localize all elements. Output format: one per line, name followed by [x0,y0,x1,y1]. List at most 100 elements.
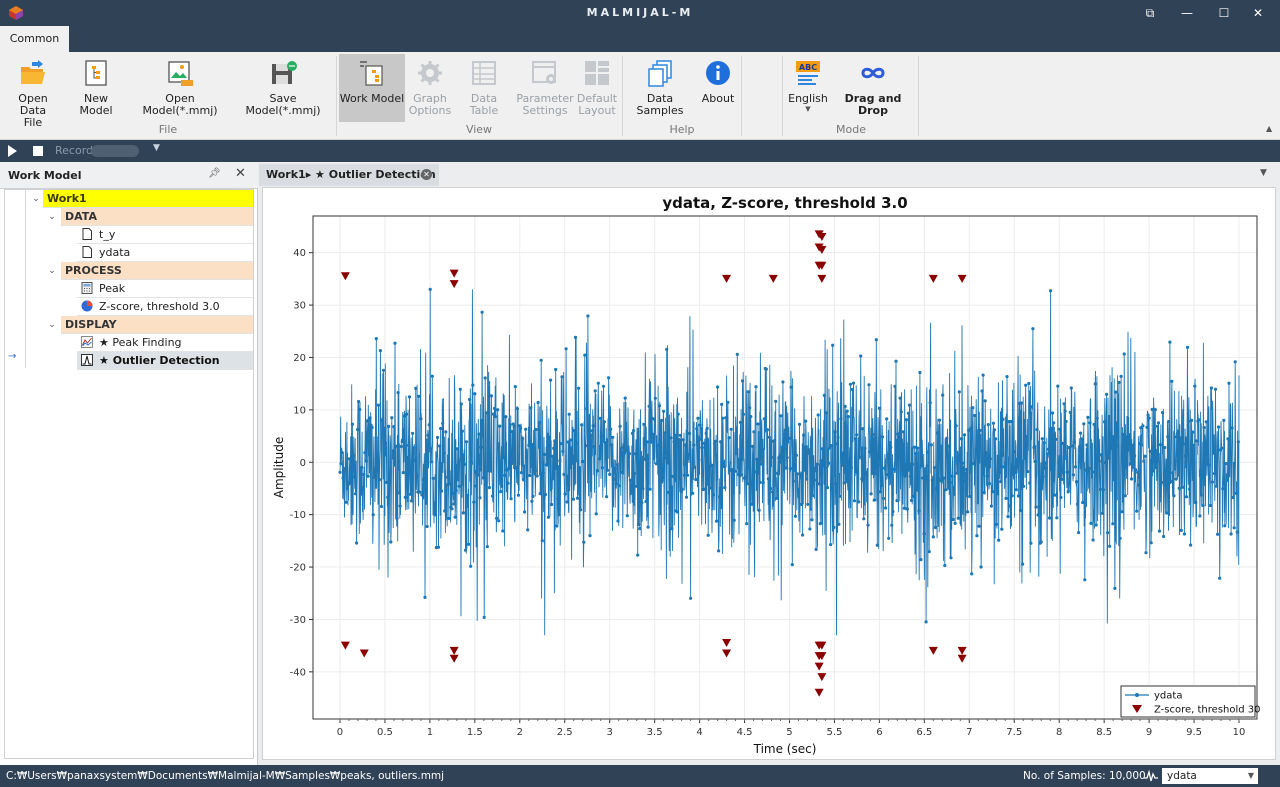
language-button[interactable]: ABC English ▼ [786,54,830,122]
minimize-button[interactable]: — [1181,6,1193,20]
ydata-point [1027,381,1031,386]
tree-item[interactable]: Z-score, threshold 3.0 [5,298,255,316]
ydata-point [352,475,357,479]
record-options-chevron-icon[interactable]: ▼ [153,143,160,153]
ydata-point [1003,464,1007,468]
data-table-button[interactable]: Data Table [455,54,513,122]
tree-section-process[interactable]: ⌄ PROCESS [5,262,255,280]
tree-section-data[interactable]: ⌄ DATA [5,208,255,226]
ydata-point [420,493,424,497]
chevron-down-icon[interactable]: ⌄ [48,320,56,330]
tree-item-cell[interactable]: ★ Peak Finding [77,334,253,352]
ydata-point [913,445,917,449]
ydata-point [1230,426,1234,430]
ydata-point [815,462,819,466]
tree-item[interactable]: t_y [5,226,255,244]
ydata-point [1146,413,1150,417]
ydata-point [366,474,370,478]
ydata-point [467,542,471,546]
ydata-point [423,595,427,599]
tree-section-label[interactable]: DISPLAY [61,316,253,334]
tree-section-label[interactable]: PROCESS [61,262,253,280]
ydata-point [340,450,344,455]
ydata-point [1024,383,1028,387]
tab-close-icon[interactable]: ✕ [421,169,432,180]
ydata-point [967,428,971,432]
tree-section-display[interactable]: ⌄ DISPLAY [5,316,255,334]
ydata-point [387,424,391,428]
ydata-point [595,469,599,473]
document-tab[interactable]: Work1▸ ★ Outlier Detection ✕ [259,164,439,186]
ydata-point [741,412,746,416]
ydata-point [1106,531,1110,535]
ydata-point [805,477,809,481]
ydata-point [515,407,519,411]
tree-item-selected[interactable]: ★ Outlier Detection [5,352,255,370]
ydata-point [1161,411,1165,415]
open-data-file-button[interactable]: Open Data File [4,54,62,129]
ydata-point [968,494,972,499]
chevron-down-icon[interactable]: ⌄ [48,266,56,276]
ydata-point [406,443,410,447]
ydata-point [791,479,795,483]
close-button[interactable]: ✕ [1252,6,1264,20]
pin-icon[interactable]: 📌︎ [208,168,221,179]
tree-item[interactable]: ★ Peak Finding [5,334,255,352]
x-tick-label: 9.5 [1186,727,1202,738]
ydata-point [618,424,622,428]
ydata-point [513,385,517,389]
ydata-point [432,501,436,505]
ydata-point [583,353,587,357]
ydata-point [413,459,417,463]
default-layout-button[interactable]: Default Layout [576,54,618,122]
ydata-point [622,443,626,447]
ydata-point [666,461,670,465]
play-icon[interactable] [8,145,17,157]
ydata-point [472,500,476,504]
open-model-button[interactable]: Open Model(*.mmj) [130,54,230,122]
parameter-settings-button[interactable]: Parameter Settings [516,54,574,122]
chevron-down-icon[interactable]: ⌄ [32,194,40,204]
info-icon [706,61,730,85]
tree-item-cell[interactable]: ★ Outlier Detection [77,352,253,370]
tree-item[interactable]: ydata [5,244,255,262]
stop-icon[interactable] [33,146,43,156]
tree-item-cell[interactable]: ydata [77,244,253,262]
save-model-button[interactable]: Save Model(*.mmj) [234,54,332,122]
ydata-point [586,314,590,318]
chevron-down-icon[interactable]: ⌄ [48,212,56,222]
work-model-button[interactable]: Work Model [339,54,405,122]
ydata-point [765,428,769,432]
restore-layout-button[interactable]: ⧉ [1145,6,1155,20]
ydata-point [1094,523,1098,527]
about-button[interactable]: About [698,54,738,122]
record-toggle[interactable] [91,145,139,157]
peak-chart-icon [81,354,93,366]
document-list-chevron-icon[interactable]: ▼ [1260,168,1267,178]
ydata-point [574,441,579,445]
tab-common[interactable]: Common [0,26,69,52]
graph-options-button[interactable]: Graph Options [408,54,452,122]
ydata-point [436,545,441,549]
ydata-point [1037,480,1041,484]
ydata-point [510,430,514,434]
tree-root-label[interactable]: Work1 [43,190,253,208]
drag-and-drop-button[interactable]: Drag and Drop [832,54,914,122]
tree-item-cell[interactable]: Peak [77,280,253,298]
ydata-point [832,525,836,530]
tree-row-work1[interactable]: ⌄ Work1 [5,190,255,208]
panel-close-icon[interactable]: ✕ [235,166,246,181]
ribbon-collapse-icon[interactable]: ▲ [1266,124,1273,133]
ydata-point [636,553,640,557]
new-model-button[interactable]: New Model [66,54,126,122]
ydata-point [992,428,997,432]
tree-item-cell[interactable]: Z-score, threshold 3.0 [77,298,253,316]
data-samples-button[interactable]: Data Samples [626,54,694,122]
series-select[interactable]: ydata ▼ [1162,768,1258,784]
tree-item-cell[interactable]: t_y [77,226,253,244]
ydata-point [813,468,817,473]
ydata-point [405,455,409,460]
tree-item[interactable]: Peak [5,280,255,298]
tree-section-label[interactable]: DATA [61,208,253,226]
maximize-button[interactable]: ☐ [1218,6,1230,20]
